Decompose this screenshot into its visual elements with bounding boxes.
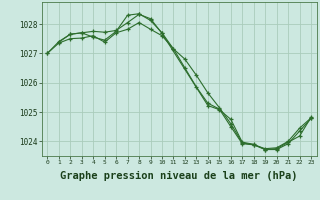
X-axis label: Graphe pression niveau de la mer (hPa): Graphe pression niveau de la mer (hPa) (60, 171, 298, 181)
